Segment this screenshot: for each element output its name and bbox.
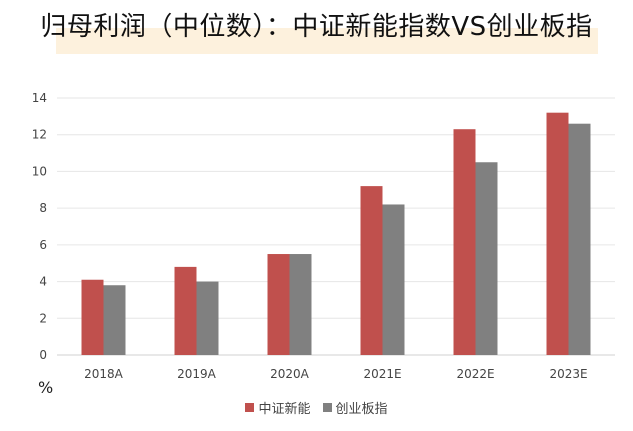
y-tick-label: 10	[32, 164, 47, 178]
bar-series-2-2021E	[382, 204, 405, 355]
x-tick-label: 2022E	[456, 367, 494, 381]
x-axis-labels: 2018A 2019A 2020A 2021E 2022E 2023E	[84, 367, 587, 381]
y-axis-ticks: 0 2 4 6 8 10 12 14	[32, 91, 47, 362]
bar-series-2-2018A	[103, 285, 126, 355]
y-tick-label: 2	[39, 311, 47, 325]
bar-series-2-2022E	[475, 162, 498, 355]
y-tick-label: 12	[32, 128, 47, 142]
y-tick-label: 8	[39, 201, 47, 215]
x-tick-label: 2021E	[363, 367, 401, 381]
bar-series-2-2019A	[196, 281, 219, 355]
y-tick-label: 4	[39, 275, 47, 289]
y-tick-label: 6	[39, 238, 47, 252]
y-tick-label: 0	[39, 348, 47, 362]
bar-series-1-2022E	[453, 129, 476, 355]
bar-series-1-2023E	[546, 112, 569, 355]
bar-series-1-2021E	[360, 186, 383, 355]
legend-item-series-1: 中证新能	[245, 398, 311, 417]
bar-series-2-2023E	[568, 123, 591, 355]
y-tick-label: 14	[32, 91, 47, 105]
legend-item-series-2: 创业板指	[322, 398, 388, 417]
chart-title: 归母利润（中位数）：中证新能指数VS创业板指	[40, 12, 593, 42]
bar-series-1-2020A	[267, 254, 290, 355]
x-tick-label: 2018A	[84, 367, 124, 381]
bar-series-2-2020A	[289, 254, 312, 355]
bar-series-1-2018A	[81, 279, 104, 355]
x-tick-label: 2023E	[549, 367, 587, 381]
x-tick-label: 2019A	[177, 367, 217, 381]
gridlines	[57, 97, 615, 356]
legend: 中证新能 创业板指	[0, 398, 633, 417]
x-tick-label: 2020A	[270, 367, 310, 381]
bar-series-1-2019A	[174, 266, 197, 355]
legend-swatch-series-1	[245, 403, 255, 412]
legend-label-series-1: 中证新能	[258, 402, 311, 417]
y-axis-unit: %	[38, 378, 54, 397]
legend-swatch-series-2	[322, 403, 332, 412]
title-highlight-band	[56, 28, 598, 54]
legend-label-series-2: 创业板指	[335, 402, 388, 417]
bars	[81, 112, 591, 355]
